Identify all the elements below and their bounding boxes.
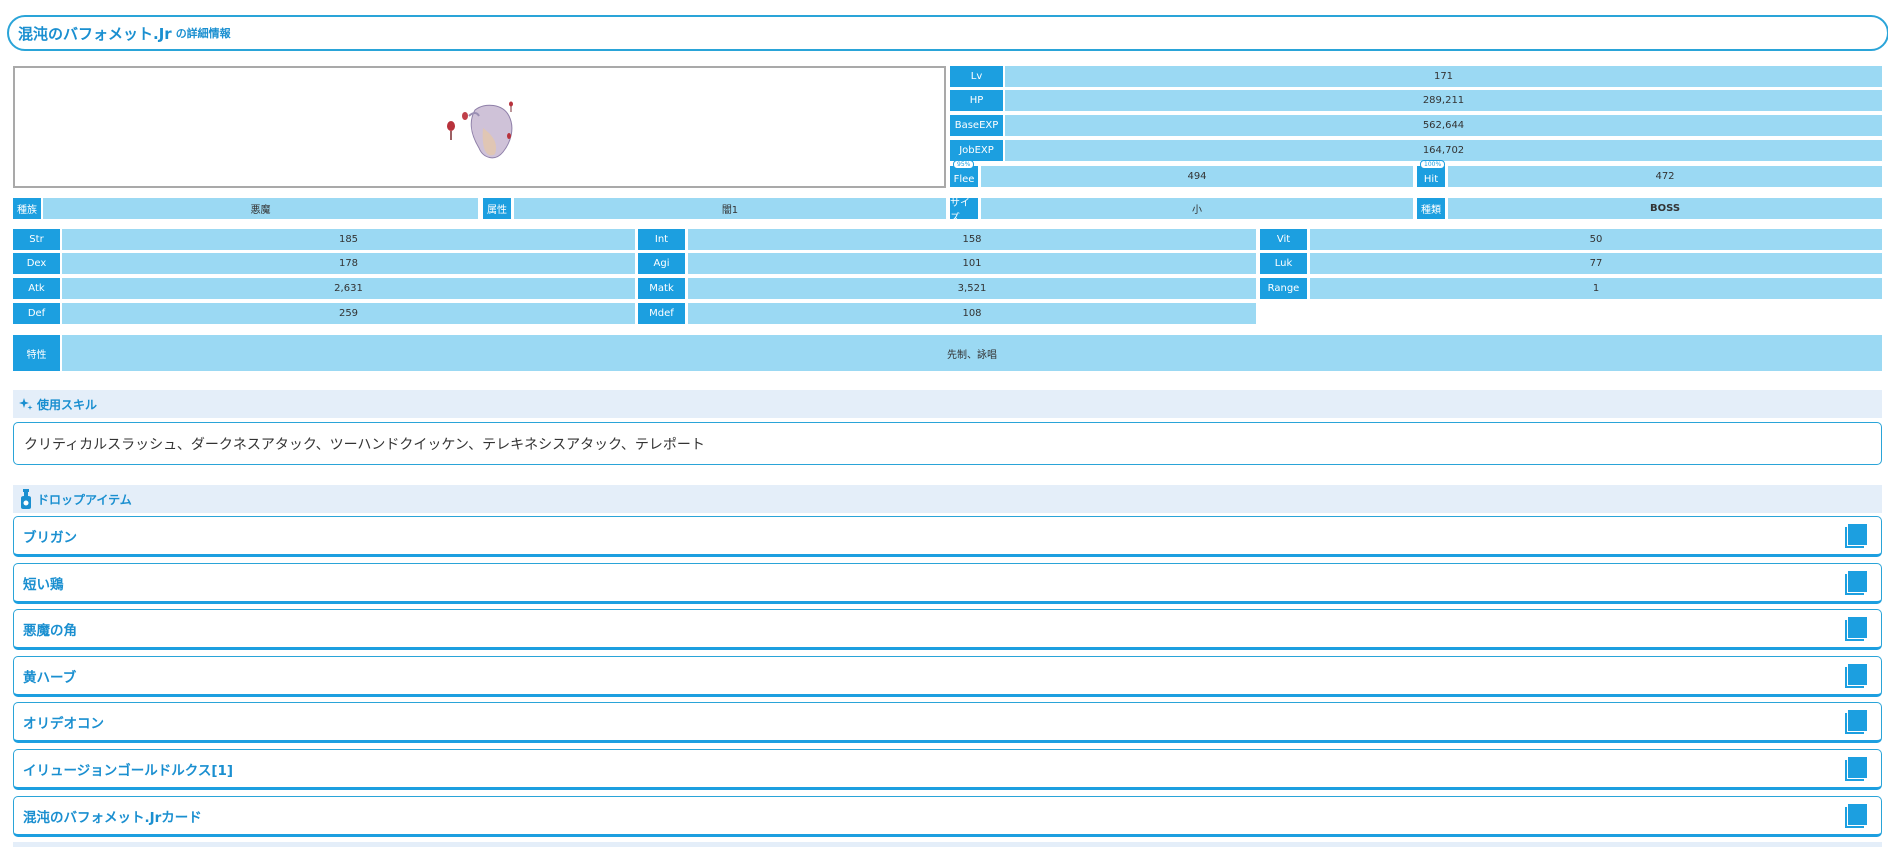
stat-value-range: 1 [1310,278,1882,299]
drop-item-name: オリデオコン [23,715,104,732]
stat-value-mdef: 108 [688,303,1256,324]
drop-item[interactable]: 混沌のバフォメット.Jrカード [13,796,1882,837]
stat-label-baseexp: BaseEXP [950,115,1003,136]
attr-label-size: サイズ [950,198,978,224]
stat-label-flee: 95% Flee [950,160,978,187]
drop-item-name: 悪魔の角 [23,622,77,639]
flee-label-text: Flee [953,174,975,185]
stat-label-agi: Agi [638,253,685,274]
book-icon[interactable] [1845,663,1867,688]
hit-label-text: Hit [1423,174,1439,185]
book-icon[interactable] [1845,756,1867,781]
page-title-box: 混沌のバフォメット.Jr の詳細情報 [7,15,1888,51]
stat-value-str: 185 [62,229,635,250]
stat-label-hit: 100% Hit [1417,160,1446,187]
stat-value-matk: 3,521 [688,278,1256,299]
attr-label-type: 種類 [1417,198,1445,219]
drops-heading: ドロップアイテム [37,492,132,507]
drop-item-name: イリュージョンゴールドルクス[1] [23,762,234,779]
stat-label-range: Range [1260,278,1307,299]
next-section-edge [13,842,1882,847]
stat-label-jobexp: JobEXP [950,140,1003,161]
stat-value-atk: 2,631 [62,278,635,299]
drop-item[interactable]: 悪魔の角 [13,609,1882,650]
stat-label-luk: Luk [1260,253,1307,274]
book-icon[interactable] [1845,803,1867,828]
stat-label-mdef: Mdef [638,303,685,324]
stat-label-dex: Dex [13,253,60,274]
stat-value-luk: 77 [1310,253,1882,274]
stat-label-str: Str [13,229,60,250]
page-title: 混沌のバフォメット.Jr [18,24,172,43]
stat-label-matk: Matk [638,278,685,299]
stat-value-lv: 171 [1005,66,1882,87]
stat-value-vit: 50 [1310,229,1882,250]
page-title-suffix: の詳細情報 [175,27,231,40]
drop-item[interactable]: 黄ハーブ [13,656,1882,697]
hit-rate-badge: 100% [1420,160,1446,169]
book-icon[interactable] [1845,570,1867,595]
drop-item-name: ブリガン [23,529,77,546]
flee-rate-badge: 95% [953,160,975,169]
drop-item-name: 短い鶏 [23,576,64,593]
monster-sprite [447,101,513,159]
book-icon[interactable] [1845,616,1867,641]
stat-label-def: Def [13,303,60,324]
stat-value-agi: 101 [688,253,1256,274]
stat-value-int: 158 [688,229,1256,250]
stat-value-jobexp: 164,702 [1005,140,1882,161]
book-icon[interactable] [1845,523,1867,548]
drop-item-name: 混沌のバフォメット.Jrカード [23,809,202,826]
skills-section-header: 使用スキル [13,390,1882,418]
stat-value-hp: 289,211 [1005,90,1882,111]
traits-value: 先制、詠唱 [62,335,1882,371]
monster-image-frame [13,66,946,188]
traits-label: 特性 [13,335,60,371]
stat-label-int: Int [638,229,685,250]
drop-item[interactable]: 短い鶏 [13,563,1882,604]
drop-item[interactable]: イリュージョンゴールドルクス[1] [13,749,1882,790]
drop-item[interactable]: ブリガン [13,516,1882,557]
attr-value-element: 闇1 [514,198,946,219]
attr-label-race: 種族 [13,198,41,219]
drops-section-header: ドロップアイテム [13,485,1882,513]
sparkle-icon [19,398,33,410]
potion-bottle-icon [21,489,31,509]
stat-label-hp: HP [950,90,1003,111]
drop-item[interactable]: オリデオコン [13,702,1882,743]
stat-value-def: 259 [62,303,635,324]
stat-label-vit: Vit [1260,229,1307,250]
stat-label-lv: Lv [950,66,1003,87]
stat-value-dex: 178 [62,253,635,274]
attr-value-type: BOSS [1448,198,1882,219]
attr-value-race: 悪魔 [43,198,478,219]
attr-value-size: 小 [981,198,1413,219]
book-icon[interactable] [1845,709,1867,734]
stat-value-hit: 472 [1448,166,1882,187]
stat-label-atk: Atk [13,278,60,299]
drop-item-name: 黄ハーブ [23,669,77,686]
skills-heading: 使用スキル [37,397,98,412]
stat-value-flee: 494 [981,166,1413,187]
attr-label-element: 属性 [483,198,511,219]
skills-list: クリティカルスラッシュ、ダークネスアタック、ツーハンドクイッケン、テレキネシスア… [13,422,1882,465]
stat-value-baseexp: 562,644 [1005,115,1882,136]
